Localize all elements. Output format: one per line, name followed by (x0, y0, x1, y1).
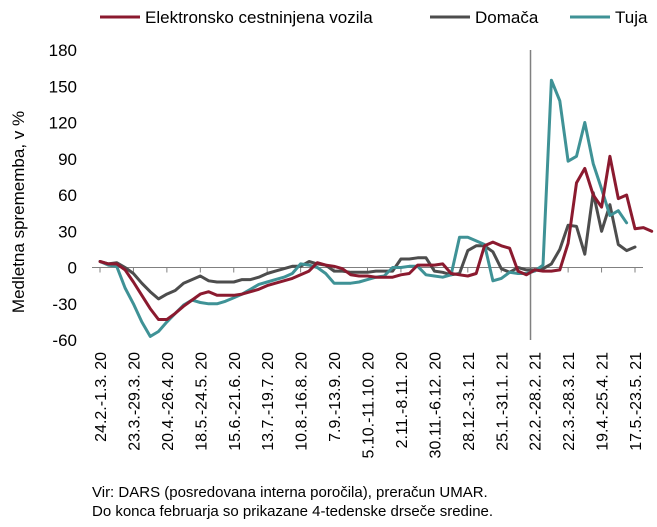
x-tick-label: 22.2.-28.2. 21 (528, 352, 545, 451)
x-axis-ticks: 24.2.-1.3. 20 23.3.-29.3. 20 20.4.-26.4. 2… (93, 267, 645, 459)
x-tick-label: 28.12.-3.1. 21 (461, 352, 478, 451)
y-tick-label: -30 (52, 295, 77, 314)
method-note: Do konca februarja so prikazane 4-tedens… (92, 503, 494, 520)
x-tick-label: 23.3.-29.3. 20 (126, 352, 143, 451)
x-tick-label: 7.9.-13.9. 20 (327, 352, 344, 442)
x-tick-label: 18.5.-24.5. 20 (193, 352, 210, 451)
legend-label-dom: Domača (475, 8, 539, 27)
series-line-ev (98, 154, 654, 321)
x-tick-label: 30.11.-6.12. 20 (427, 352, 444, 459)
x-tick-label: 25.1.-31.1. 21 (494, 352, 511, 451)
legend-label-ev: Elektronsko cestninjena vozila (145, 8, 373, 27)
legend: Elektronsko cestninjena vozila Domača Tuja (100, 8, 648, 27)
y-axis-ticks: -60 -30 0 30 60 90 120 150 180 (49, 41, 77, 350)
x-tick-label: 22.3.-28.3. 21 (561, 352, 578, 451)
x-tick-label: 24.2.-1.3. 20 (93, 352, 110, 442)
legend-label-tuja: Tuja (615, 8, 648, 27)
x-tick-label: 19.4.-25.4. 21 (595, 352, 612, 451)
y-tick-label: 60 (58, 186, 77, 205)
series-line-dom (98, 191, 637, 301)
x-tick-label: 15.6.-21.6. 20 (227, 352, 244, 451)
source-note: Vir: DARS (posredovana interna poročila)… (92, 484, 488, 501)
y-axis-label: Medletna sprememba, v % (9, 111, 28, 313)
y-tick-label: 180 (49, 41, 77, 60)
x-tick-label: 17.5.-23.5. 21 (628, 352, 645, 451)
x-tick-label: 20.4.-26.4. 20 (160, 352, 177, 451)
y-tick-label: 150 (49, 77, 77, 96)
y-tick-label: -60 (52, 331, 77, 350)
y-tick-label: 120 (49, 114, 77, 133)
y-tick-label: 0 (68, 259, 77, 278)
x-tick-label: 10.8.-16.8. 20 (294, 352, 311, 451)
series-lines (98, 78, 654, 338)
x-tick-label: 2.11.-8.11. 20 (394, 352, 411, 448)
series-line-tuja (98, 78, 629, 338)
y-tick-label: 90 (58, 150, 77, 169)
x-tick-label: 5.10.-11.10. 20 (361, 352, 378, 459)
x-tick-label: 13.7.-19.7. 20 (260, 352, 277, 451)
y-tick-label: 30 (58, 222, 77, 241)
